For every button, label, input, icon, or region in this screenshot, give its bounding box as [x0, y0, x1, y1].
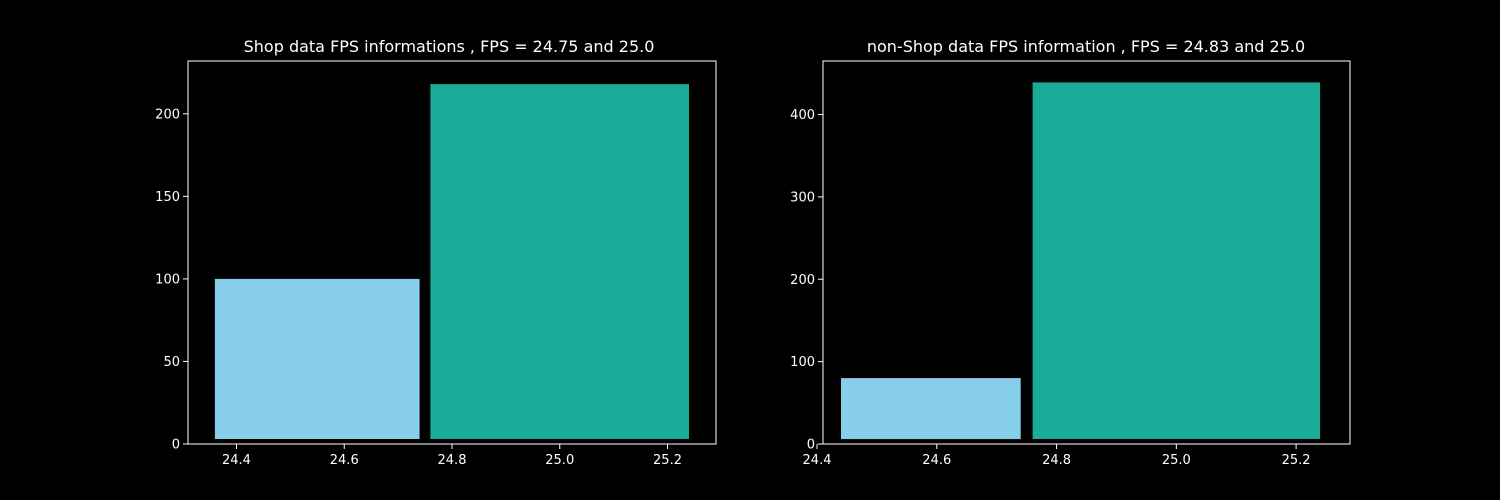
- bar-0: [214, 278, 420, 439]
- y-tick-label: 100: [790, 355, 815, 370]
- x-tick-label: 24.8: [1042, 453, 1071, 468]
- chart-shop-fps: Shop data FPS informations , FPS = 24.75…: [155, 37, 717, 468]
- plot-frame: [187, 60, 717, 445]
- y-tick-label: 0: [807, 438, 815, 453]
- bar-0: [841, 378, 1021, 440]
- bar-1: [1032, 82, 1321, 440]
- x-tick-label: 24.8: [438, 453, 467, 468]
- y-tick-label: 200: [155, 107, 180, 122]
- x-tick-label: 24.4: [222, 453, 251, 468]
- bars-group: [214, 84, 689, 439]
- x-tick-label: 24.6: [922, 453, 951, 468]
- x-tick-label: 25.0: [545, 453, 574, 468]
- plot-frame: [822, 60, 1351, 445]
- ticks-group: 24.4 24.6 24.8 25.0 25.2 0 50 100 150 200: [155, 107, 682, 468]
- chart-title: non-Shop data FPS information , FPS = 24…: [867, 37, 1305, 56]
- x-tick-label: 24.6: [330, 453, 359, 468]
- x-tick-label: 25.2: [653, 453, 682, 468]
- x-tick-label: 25.2: [1282, 453, 1311, 468]
- y-tick-label: 300: [790, 190, 815, 205]
- x-tick-label: 25.0: [1162, 453, 1191, 468]
- y-tick-label: 50: [163, 355, 180, 370]
- chart-title: Shop data FPS informations , FPS = 24.75…: [244, 37, 655, 56]
- ticks-group: 24.4 24.6 24.8 25.0 25.2 0 100 200 300 400: [790, 108, 1310, 468]
- y-tick-label: 100: [155, 272, 180, 287]
- chart-non-shop-fps: non-Shop data FPS information , FPS = 24…: [790, 37, 1351, 468]
- y-tick-label: 200: [790, 273, 815, 288]
- bars-group: [841, 82, 1321, 440]
- y-tick-label: 150: [155, 190, 180, 205]
- x-tick-label: 24.4: [803, 453, 832, 468]
- y-tick-label: 400: [790, 108, 815, 123]
- bar-1: [430, 84, 689, 439]
- y-tick-label: 0: [172, 438, 180, 453]
